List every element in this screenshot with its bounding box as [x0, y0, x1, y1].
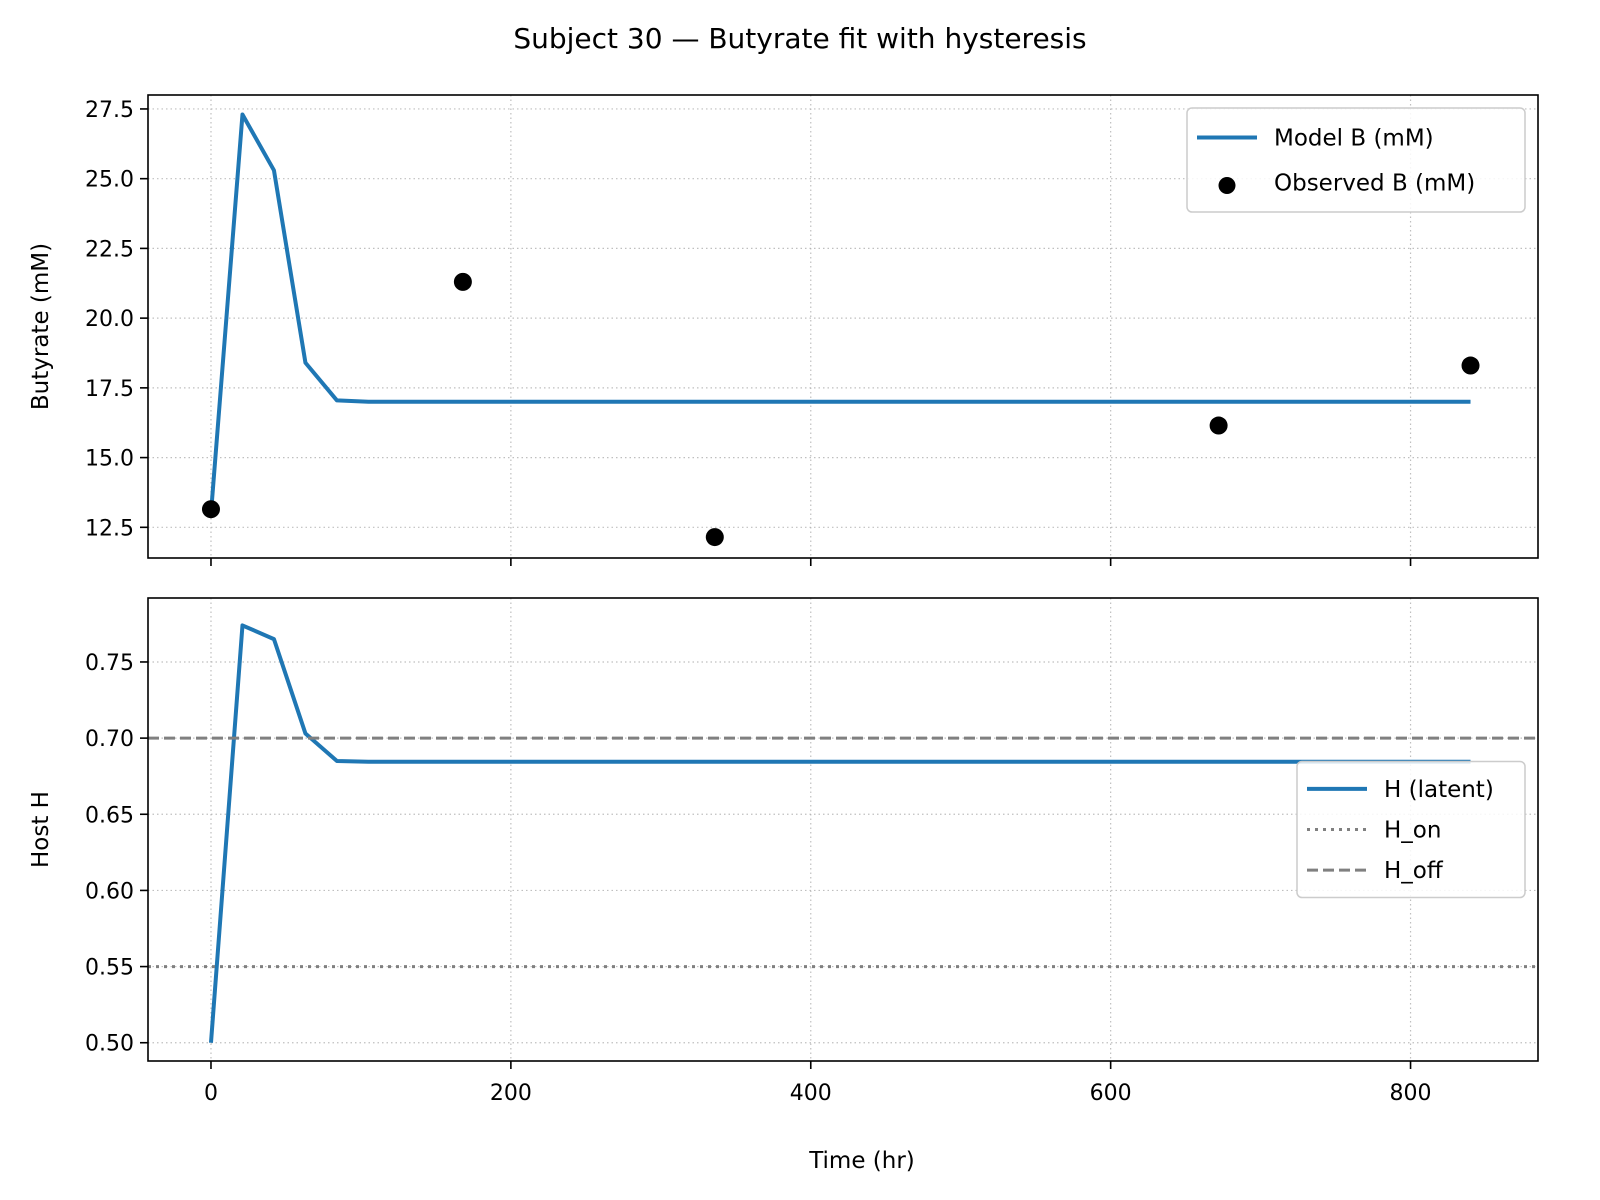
bottom-y-tick-label: 0.50	[85, 1032, 134, 1057]
figure-title: Subject 30 — Butyrate fit with hysteresi…	[513, 22, 1086, 55]
top-y-tick-label: 12.5	[85, 516, 134, 541]
bottom-plot-area	[148, 623, 1538, 1043]
top-axes-frame	[147, 94, 1539, 559]
bottom-legend: H (latent) H_on H_off	[1296, 760, 1526, 899]
top-y-tick-label: 20.0	[85, 307, 134, 332]
data-point-observed-b-mm	[1461, 356, 1480, 375]
data-point-observed-b-mm	[201, 500, 220, 519]
bottom-y-tick-label: 0.75	[85, 651, 134, 676]
bottom-x-tick-label: 400	[790, 1081, 832, 1106]
legend-label-h-off: H_off	[1384, 858, 1444, 884]
bottom-axes-frame	[147, 597, 1539, 1062]
butyrate-panel: 12.5 15.0 17.5 20.0 22.5 25.0 27.5 Butyrate (mM…	[28, 94, 1539, 566]
legend-swatch-observed-b-mm	[1218, 177, 1236, 194]
data-point-observed-b-mm	[705, 528, 724, 547]
top-y-tick-label: 15.0	[85, 447, 134, 472]
bottom-x-tick-label: 0	[204, 1081, 218, 1106]
bottom-y-tick-label: 0.55	[85, 956, 134, 981]
x-axis-label: Time (hr)	[808, 1148, 915, 1174]
bottom-y-tick-label: 0.60	[85, 879, 134, 904]
top-legend: Model B (mM) Observed B (mM)	[1186, 107, 1526, 213]
series-line-model-b-mm	[208, 112, 1471, 514]
bottom-y-axis-label: Host H	[28, 791, 54, 868]
bottom-y-tick-label: 0.65	[85, 803, 134, 828]
top-plot-area	[201, 112, 1480, 547]
host-h-panel: 0 200 400 600 800 0.50 0.55 0.60 0.65 0.70 0.75 Hos…	[28, 597, 1539, 1106]
bottom-legend-frame	[1296, 760, 1526, 899]
top-legend-frame	[1186, 107, 1526, 213]
legend-label-h-on: H_on	[1384, 818, 1441, 844]
top-y-tick-label: 27.5	[85, 98, 134, 123]
legend-label-model-b-mm: Model B (mM)	[1274, 126, 1434, 152]
top-y-axis-label: Butyrate (mM)	[28, 243, 54, 410]
bottom-x-tick-label: 800	[1390, 1081, 1432, 1106]
data-point-observed-b-mm	[1209, 416, 1228, 435]
bottom-x-tick-label: 200	[490, 1081, 532, 1106]
legend-label-observed-b-mm: Observed B (mM)	[1274, 171, 1475, 197]
bottom-x-tick-label: 600	[1090, 1081, 1132, 1106]
bottom-y-tick-label: 0.70	[85, 727, 134, 752]
data-point-observed-b-mm	[453, 272, 472, 291]
series-line-h-latent	[208, 623, 1471, 1043]
top-y-tick-label: 25.0	[85, 168, 134, 193]
top-y-tick-label: 17.5	[85, 377, 134, 402]
legend-label-h-latent: H (latent)	[1384, 777, 1494, 803]
top-y-tick-label: 22.5	[85, 237, 134, 262]
